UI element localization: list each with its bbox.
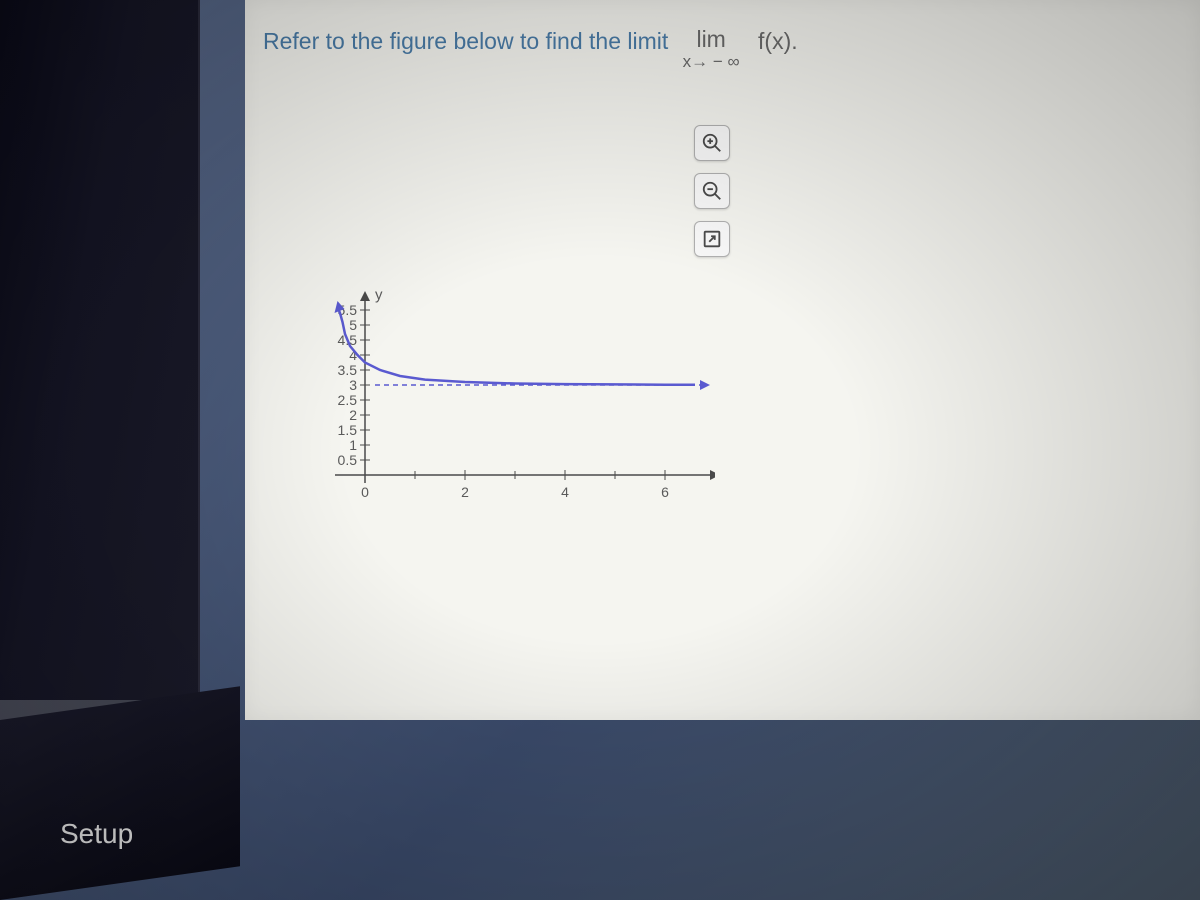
desk-surface (0, 686, 240, 900)
limit-function: f(x). (758, 28, 798, 54)
desktop-label: Setup (60, 818, 133, 850)
svg-text:1: 1 (349, 437, 357, 453)
limit-notation: lim x→ − ∞ (683, 28, 740, 70)
svg-text:0.5: 0.5 (338, 452, 358, 468)
svg-text:2: 2 (461, 484, 469, 500)
svg-text:y: y (375, 287, 383, 304)
svg-text:2.5: 2.5 (338, 392, 358, 408)
monitor-bezel (0, 0, 200, 770)
svg-text:4: 4 (561, 484, 569, 500)
limit-condition: x→ − ∞ (683, 53, 740, 70)
question-prompt: Refer to the figure below to find the li… (263, 28, 798, 70)
svg-text:5: 5 (349, 317, 357, 333)
svg-text:3.5: 3.5 (338, 362, 358, 378)
svg-text:0: 0 (361, 484, 369, 500)
svg-text:1.5: 1.5 (338, 422, 358, 438)
svg-text:6: 6 (661, 484, 669, 500)
limit-symbol: lim (683, 28, 740, 51)
svg-text:2: 2 (349, 407, 357, 423)
limit-graph: yx0.511.522.533.544.555.50246 (285, 115, 715, 515)
svg-text:3: 3 (349, 377, 357, 393)
question-panel: Refer to the figure below to find the li… (245, 0, 1200, 720)
chart-canvas: yx0.511.522.533.544.555.50246 (285, 115, 715, 515)
question-prefix: Refer to the figure below to find the li… (263, 28, 668, 54)
